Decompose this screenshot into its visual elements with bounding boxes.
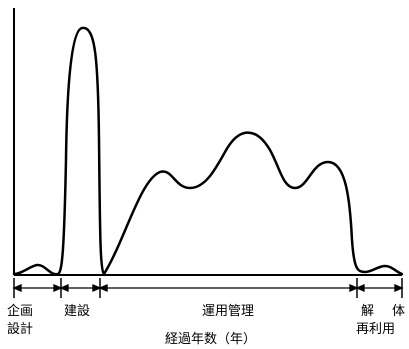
label-body: 体: [392, 304, 405, 319]
lifecycle-curve: [12, 26, 404, 276]
label-operate: 運用管理: [202, 304, 254, 319]
phase-arrows: [12, 284, 404, 292]
label-build: 建設: [64, 303, 90, 319]
x-axis-label: 経過年数（年）: [165, 332, 256, 347]
label-plan-line1: 企画: [7, 303, 33, 319]
label-plan-line2: 設計: [7, 321, 33, 337]
label-demolish: 解: [361, 304, 374, 319]
label-reuse: 再利用: [356, 322, 395, 337]
